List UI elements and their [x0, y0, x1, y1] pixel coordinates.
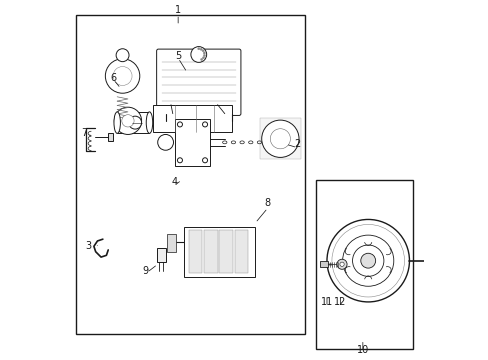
Bar	[316, 180, 412, 348]
Circle shape	[122, 115, 134, 127]
Bar	[107, 134, 113, 140]
Bar	[167, 234, 176, 252]
Text: 5: 5	[175, 51, 181, 61]
FancyBboxPatch shape	[156, 49, 241, 116]
Text: 12: 12	[334, 297, 346, 307]
Circle shape	[331, 224, 404, 297]
Circle shape	[203, 54, 205, 57]
Circle shape	[270, 129, 290, 149]
Bar	[183, 226, 255, 277]
Text: 11: 11	[320, 297, 332, 307]
Text: 7: 7	[81, 129, 87, 138]
Bar	[260, 118, 300, 159]
Circle shape	[177, 158, 182, 163]
Circle shape	[203, 52, 205, 54]
Circle shape	[326, 220, 408, 302]
Circle shape	[116, 49, 129, 62]
Text: 2: 2	[294, 139, 300, 149]
Circle shape	[200, 48, 202, 50]
Text: 10: 10	[356, 345, 368, 355]
Circle shape	[202, 50, 204, 52]
Circle shape	[352, 245, 383, 276]
Bar	[117, 112, 149, 134]
Circle shape	[197, 48, 200, 50]
Circle shape	[128, 116, 142, 129]
Bar	[320, 261, 327, 267]
Text: 9: 9	[142, 266, 149, 276]
Text: 3: 3	[85, 241, 91, 251]
Bar	[203, 230, 217, 273]
Circle shape	[202, 158, 207, 163]
Bar	[219, 230, 232, 273]
Circle shape	[202, 57, 204, 59]
Circle shape	[360, 253, 375, 268]
Circle shape	[200, 58, 203, 60]
Circle shape	[336, 259, 346, 269]
Text: 1: 1	[175, 5, 181, 15]
Bar	[174, 119, 210, 166]
Bar	[188, 230, 202, 273]
Circle shape	[202, 122, 207, 127]
Bar	[234, 230, 247, 273]
Bar	[76, 15, 305, 334]
Circle shape	[342, 235, 393, 286]
Circle shape	[190, 46, 206, 62]
Text: 6: 6	[110, 73, 117, 83]
Ellipse shape	[114, 112, 120, 134]
Circle shape	[158, 134, 173, 150]
Circle shape	[114, 107, 142, 134]
Text: 8: 8	[264, 198, 270, 208]
Circle shape	[105, 59, 140, 93]
Circle shape	[177, 122, 182, 127]
Circle shape	[113, 67, 132, 85]
Bar	[156, 248, 165, 262]
Circle shape	[339, 262, 344, 266]
Ellipse shape	[146, 112, 152, 134]
Circle shape	[261, 120, 298, 157]
Text: 4: 4	[171, 177, 177, 187]
Bar	[153, 105, 231, 132]
